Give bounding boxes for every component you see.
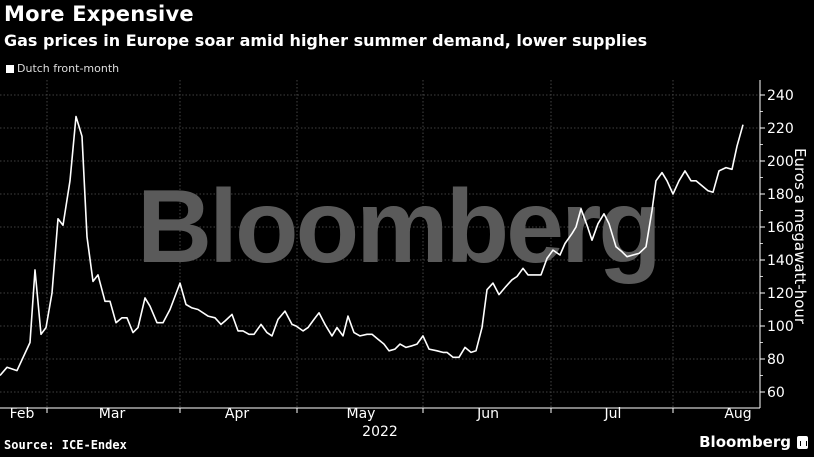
series-line-dutch-front-month [0,115,744,377]
y-tick-label: 80 [767,352,785,368]
y-tick-label: 220 [767,121,794,137]
y-axis-label: Euros a megawatt-hour [791,148,809,325]
legend-label: Dutch front-month [17,62,120,75]
bloomberg-brand: Bloomberg [699,433,808,451]
x-tick-label: Aug [724,406,751,422]
y-tick-label: 140 [767,253,794,269]
x-tick-label: May [347,406,376,422]
x-tick-label: Mar [99,406,126,422]
y-tick-label: 120 [767,286,794,302]
source-note: Source: ICE-Endex [4,438,127,452]
y-tick-label: 100 [767,319,794,335]
y-tick-label: 200 [767,154,794,170]
legend-swatch [6,64,14,73]
bloomberg-watermark: Bloomberg [137,169,659,285]
chart-subtitle: Gas prices in Europe soar amid higher su… [4,31,648,50]
x-tick-label: Apr [225,406,249,422]
legend: Dutch front-month [6,62,119,75]
year-label: 2022 [362,424,398,440]
y-tick-label: 240 [767,88,794,104]
brand-label: Bloomberg [699,433,791,451]
y-tick-label: 160 [767,220,794,236]
bloomberg-logo-icon [797,435,808,449]
gridlines [0,80,760,408]
y-tick-label: 60 [767,385,785,401]
y-tick-label: 180 [767,187,794,203]
x-tick-label: Jun [476,406,499,422]
x-tick-label: Jul [604,406,622,422]
x-tick-label: Feb [10,406,35,422]
chart-title: More Expensive [4,2,194,26]
axes: 60 80 100 120 140 160 180 200 220 240 Feb Mar Apr May… [0,80,794,440]
